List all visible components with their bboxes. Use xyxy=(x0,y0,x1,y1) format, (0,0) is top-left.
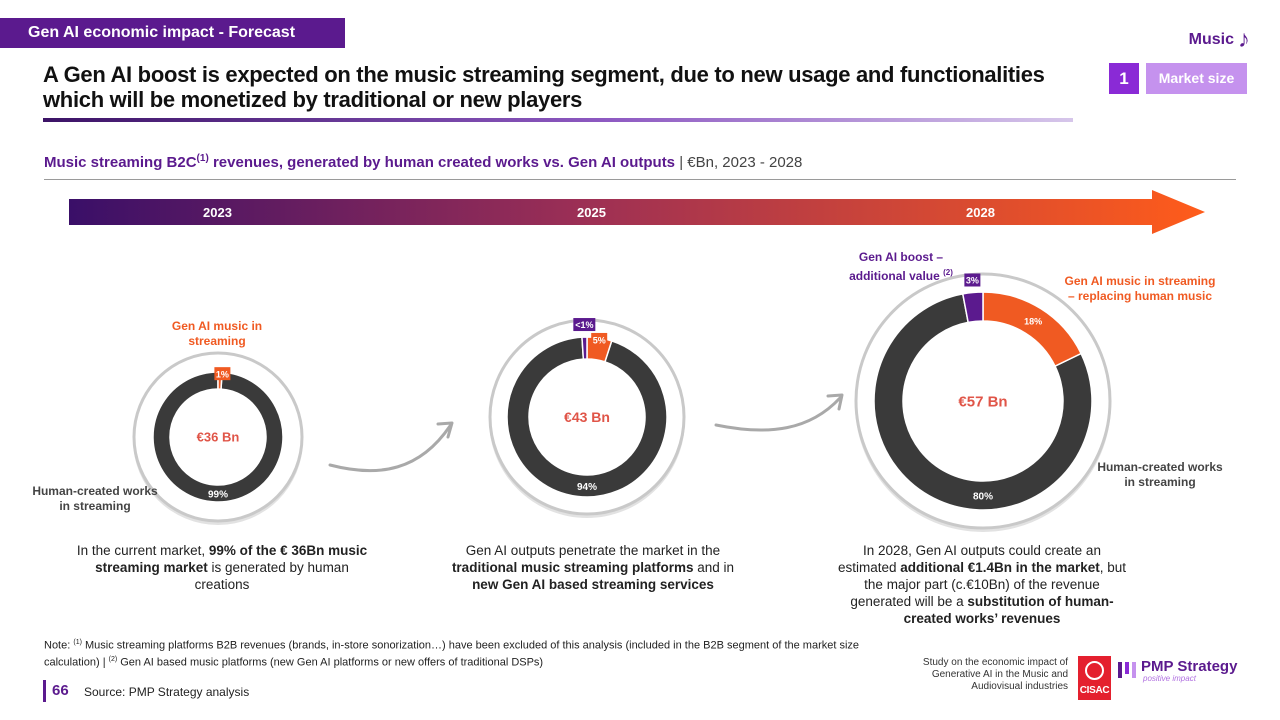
category-text: Music xyxy=(1188,31,1234,48)
caption-2023-p2: is generated by human creations xyxy=(194,560,349,592)
cisac-text: CISAC xyxy=(1079,685,1110,696)
chart-2025-label-boost: <1% xyxy=(575,320,593,330)
label-human-2023: Human-created works in streaming xyxy=(32,484,158,513)
caption-2028: In 2028, Gen AI outputs could create an … xyxy=(832,542,1132,627)
chart-2025-label-genai-bg xyxy=(591,332,608,346)
timeline-year-2025: 2025 xyxy=(577,205,606,220)
pmp-strategy-tagline: positive impact xyxy=(1143,674,1196,683)
chart-2028-slice-boost xyxy=(961,291,984,324)
chart-2025-slice-human xyxy=(506,336,668,498)
label-human-2028: Human-created works in streaming xyxy=(1097,460,1223,489)
chart-2028-label-genai: 18% xyxy=(1024,316,1042,326)
caption-2028-p1: In 2028, Gen AI outputs could create an … xyxy=(837,543,1101,575)
arrow-2025-2028 xyxy=(714,396,842,432)
caption-2025-b1: traditional music streaming platforms xyxy=(451,560,694,575)
chart-2028-label-boost-bg xyxy=(964,273,981,287)
arrow-2023-2025 xyxy=(328,424,452,473)
chart-2028-slice-human xyxy=(873,293,1093,511)
chart-2025-label-human: 94% xyxy=(577,482,597,493)
caption-2023-b1: 99% of the € 36Bn music streaming market xyxy=(95,543,368,575)
chart-2028-total-label: €57 Bn xyxy=(958,393,1007,410)
chart-subtitle: Music streaming B2C(1) revenues, generat… xyxy=(44,153,802,171)
note-text1: Music streaming platforms B2B revenues (… xyxy=(44,639,860,669)
subtitle-sup: (1) xyxy=(196,153,209,164)
label-genai-2023: Gen AI music in streaming xyxy=(171,319,263,348)
chart-2025-label-genai: 5% xyxy=(593,335,606,345)
chart-2023-slice-human xyxy=(152,371,284,503)
subtitle-rest: revenues, generated by human created wor… xyxy=(208,154,676,171)
chart-2028-label-human: 80% xyxy=(973,492,993,503)
category-label: Music ♪ xyxy=(1189,26,1250,54)
cisac-logo: CISAC xyxy=(1078,656,1111,700)
arrow-2025-2028-head xyxy=(826,393,844,411)
caption-2025-p1: Gen AI outputs penetrate the market in t… xyxy=(465,543,721,558)
subtitle-unit: | €Bn, 2023 - 2028 xyxy=(675,154,803,171)
note-text2: Gen AI based music platforms (new Gen AI… xyxy=(117,656,544,669)
title-underline xyxy=(43,118,1073,122)
footnote: Note: (1) Music streaming platforms B2B … xyxy=(44,636,904,669)
chart-2025-label-boost-bg xyxy=(573,318,596,332)
subtitle-divider xyxy=(44,179,1236,180)
chart-2023-label-genai: 1% xyxy=(216,370,229,380)
note-label: Note: xyxy=(44,639,74,652)
note-sup2: (2) xyxy=(108,655,118,663)
cisac-emblem-icon xyxy=(1085,661,1104,680)
module-label-badge: Market size xyxy=(1146,63,1247,94)
caption-2028-b1: additional €1.4Bn in the market xyxy=(900,560,1100,575)
page-title: A Gen AI boost is expected on the music … xyxy=(43,62,1045,112)
pmp-strategy-logo-icon xyxy=(1118,662,1136,678)
chart-2025-slice-boost xyxy=(581,336,588,360)
label-genai-2028: Gen AI music in streaming – replacing hu… xyxy=(1064,274,1216,303)
chart-2025-total-label: €43 Bn xyxy=(564,409,610,425)
chart-2028-slice-genai xyxy=(982,291,1083,368)
pmp-strategy-name: PMP Strategy xyxy=(1141,658,1238,675)
chart-2023-total-label: €36 Bn xyxy=(197,430,240,445)
module-number-badge: 1 xyxy=(1109,63,1139,94)
caption-2028-p2: , but the major part (c.€10Bn) of the re… xyxy=(850,560,1127,609)
timeline-year-2023: 2023 xyxy=(203,205,232,220)
music-note-icon: ♪ xyxy=(1238,26,1250,53)
caption-2025-b2: new Gen AI based streaming services xyxy=(472,577,714,592)
chart-2023-label-human: 99% xyxy=(208,490,228,501)
study-title: Study on the economic impact of Generati… xyxy=(922,657,1068,692)
label-boost-2028: Gen AI boost – additional value (2) xyxy=(836,250,966,284)
note-sup1: (1) xyxy=(73,639,82,646)
subtitle-main: Music streaming B2C xyxy=(44,154,197,171)
chart-2023-label-genai-bg xyxy=(214,367,231,381)
caption-2023: In the current market, 99% of the € 36Bn… xyxy=(68,542,376,593)
caption-2028-b2: substitution of human-created works’ rev… xyxy=(903,594,1114,626)
page-number-bar xyxy=(43,680,46,702)
page-number: 66 xyxy=(52,682,69,699)
chart-2028-label-boost: 3% xyxy=(966,275,979,285)
caption-2023-p1: In the current market, xyxy=(76,543,209,558)
label-boost-text: Gen AI boost – additional value xyxy=(849,250,944,283)
caption-2025-p2: and in xyxy=(693,560,735,575)
section-tag: Gen AI economic impact - Forecast xyxy=(0,18,345,48)
source-note: Source: PMP Strategy analysis xyxy=(84,685,250,699)
timeline-year-2028: 2028 xyxy=(966,205,995,220)
arrow-2023-2025-head xyxy=(436,421,454,439)
label-boost-sup: (2) xyxy=(943,268,953,277)
caption-2025: Gen AI outputs penetrate the market in t… xyxy=(438,542,748,593)
